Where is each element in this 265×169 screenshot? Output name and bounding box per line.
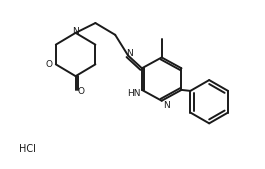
Text: N: N [163, 101, 170, 110]
Text: N: N [126, 49, 132, 58]
Text: N: N [72, 27, 79, 36]
Text: HCl: HCl [19, 144, 36, 154]
Text: O: O [45, 60, 52, 69]
Text: HN: HN [127, 89, 141, 98]
Text: O: O [77, 87, 84, 96]
